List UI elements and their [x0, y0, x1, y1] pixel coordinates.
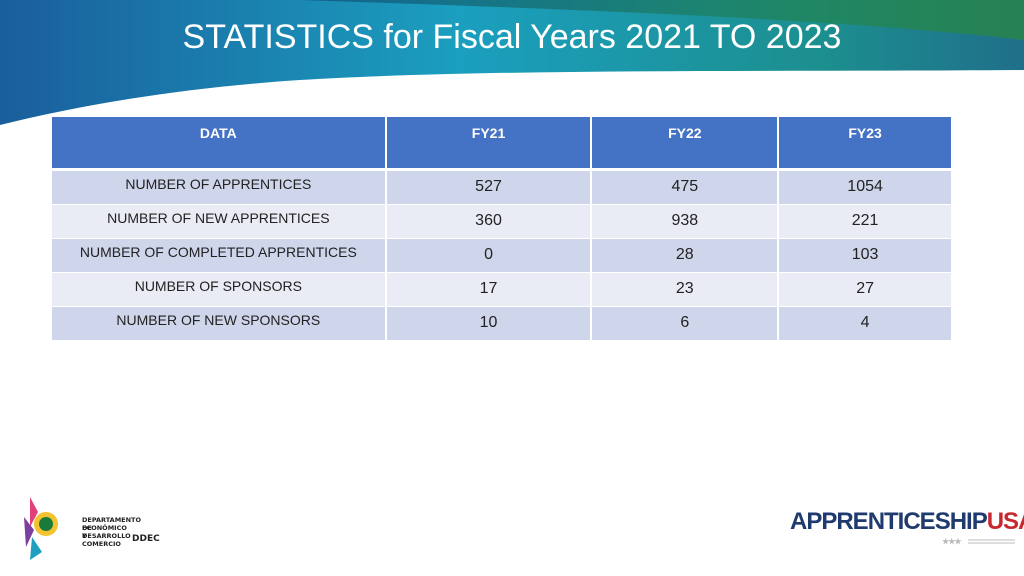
value-cell: 6 — [591, 306, 780, 341]
table-row: NUMBER OF COMPLETED APPRENTICES 0 28 103 — [52, 238, 953, 273]
row-label: NUMBER OF SPONSORS — [52, 272, 387, 307]
ddec-logo: DEPARTAMENTO DE DESARROLLO ECONÓMICO Y C… — [20, 492, 160, 566]
value-cell: 475 — [591, 169, 780, 205]
column-header: FY23 — [778, 117, 953, 171]
value-cell: 527 — [385, 169, 593, 205]
slide-title: STATISTICS for Fiscal Years 2021 TO 2023 — [182, 18, 842, 56]
value-cell: 221 — [778, 204, 953, 239]
row-label: NUMBER OF COMPLETED APPRENTICES — [52, 238, 387, 273]
value-cell: 103 — [778, 238, 953, 273]
value-cell: 17 — [385, 272, 593, 307]
value-cell: 0 — [385, 238, 593, 273]
header-banner — [0, 0, 1024, 125]
ddec-emblem — [24, 497, 58, 560]
logo-text: ECONÓMICO Y COMERCIO — [82, 524, 127, 548]
value-cell: 23 — [591, 272, 780, 307]
column-header: DATA — [52, 117, 387, 171]
table-row: NUMBER OF APPRENTICES 527 475 1054 — [52, 169, 953, 205]
value-cell: 28 — [591, 238, 780, 273]
logo-text: DDEC — [132, 534, 160, 544]
row-label: NUMBER OF NEW APPRENTICES — [52, 204, 387, 239]
logo-text: DEPARTAMENTO DE DESARROLLO — [82, 516, 142, 540]
value-cell: 1054 — [778, 169, 953, 205]
value-cell: 4 — [778, 306, 953, 341]
column-header: FY22 — [591, 117, 780, 171]
apprenticeship-usa-logo: APPRENTICESHIPUSA ★★★ — [790, 508, 1024, 546]
value-cell: 10 — [385, 306, 593, 341]
logo-text: APPRENTICESHIP — [790, 508, 988, 535]
table-row: NUMBER OF NEW APPRENTICES 360 938 221 — [52, 204, 953, 239]
row-label: NUMBER OF APPRENTICES — [52, 169, 387, 205]
value-cell: 938 — [591, 204, 780, 239]
logo-underline: ★★★ — [942, 537, 1015, 546]
statistics-table: DATA FY21 FY22 FY23 NUMBER OF APPRENTICES 52… — [52, 117, 953, 341]
svg-text:★★★: ★★★ — [942, 537, 962, 546]
row-label: NUMBER OF NEW SPONSORS — [52, 306, 387, 341]
value-cell: 27 — [778, 272, 953, 307]
logo-text: USA — [986, 508, 1024, 535]
table-row: NUMBER OF NEW SPONSORS 10 6 4 — [52, 306, 953, 341]
value-cell: 360 — [385, 204, 593, 239]
table-row: NUMBER OF SPONSORS 17 23 27 — [52, 272, 953, 307]
column-header: FY21 — [385, 117, 593, 171]
